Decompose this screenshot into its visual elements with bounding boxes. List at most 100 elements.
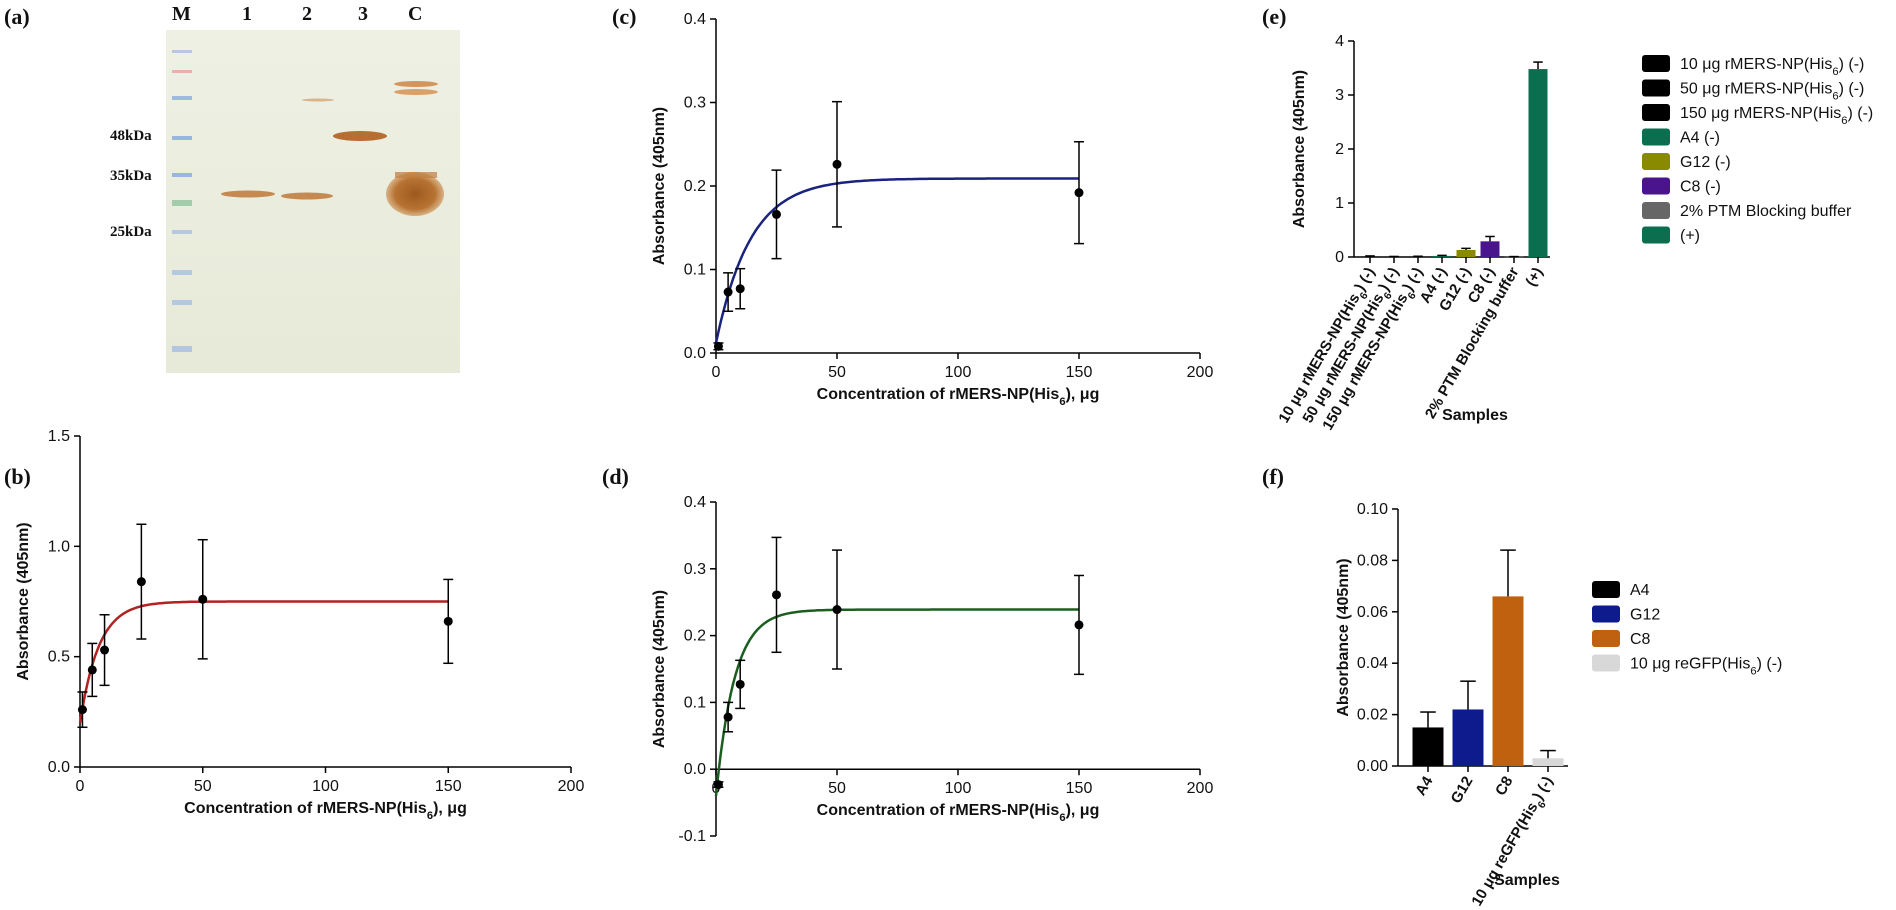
legend-swatch [1642, 153, 1670, 170]
y-tick-label: 0.0 [48, 759, 70, 776]
panel-label-d: (d) [602, 464, 629, 489]
x-tick-label: 50 [828, 364, 846, 381]
legend-swatch [1592, 605, 1620, 623]
chart-f: 0.00 0.02 0.04 0.06 0.08 0.10 A4 G12 C8 10 μg reG… [1335, 501, 1782, 910]
legend-label: C8 [1630, 631, 1651, 648]
y-tick-label: 0.02 [1357, 707, 1388, 724]
data-point [713, 780, 723, 790]
y-tick-label: 0.4 [684, 11, 706, 28]
fit-curve [78, 600, 449, 724]
legend-label: A4 [1630, 582, 1650, 599]
y-tick-label: 0.0 [684, 345, 706, 362]
data-point [772, 590, 781, 600]
data-point [772, 209, 781, 219]
bar [1528, 69, 1548, 257]
y-axis-label: Absorbance (405nm) [651, 590, 668, 748]
y-tick-label: 1 [1335, 195, 1344, 212]
x-tick-label: 10 μg reGFP(His6) (-) [1468, 774, 1560, 910]
legend-label: 10 μg rMERS-NP(His6) (-) [1680, 56, 1864, 78]
x-tick-label: 150 μg rMERS-NP(His6) (-) [1319, 265, 1431, 436]
legend-label: 150 μg rMERS-NP(His6) (-) [1680, 105, 1873, 127]
panel-label-a: (a) [4, 4, 30, 29]
y-tick-label: 0.06 [1357, 604, 1388, 621]
x-tick-label: 50 [194, 778, 212, 795]
panel-label-c: (c) [612, 4, 636, 29]
gel-marker-25kda: 25kDa [110, 224, 152, 240]
chart-c: 0.0 0.1 0.2 0.3 0.4 0 50 100 150 200 Concentration… [651, 11, 1213, 408]
data-point [832, 605, 842, 615]
x-tick-label: 100 [945, 364, 972, 381]
data-point [735, 284, 745, 294]
fit-curve [714, 177, 1079, 344]
x-tick-label: 150 [435, 778, 462, 795]
y-axis-label: Absorbance (405nm) [1335, 558, 1352, 716]
bar [1360, 256, 1380, 257]
y-tick-label: -0.1 [678, 828, 706, 845]
bar [1432, 255, 1452, 257]
y-tick-label: 0.00 [1357, 758, 1388, 775]
data-point [1074, 188, 1084, 198]
fit-curve [714, 608, 1079, 797]
bar [1456, 249, 1476, 257]
x-tick-label: 150 [1066, 364, 1093, 381]
data-point [77, 705, 87, 715]
x-tick-label: 100 [945, 780, 972, 797]
y-tick-label: 3 [1335, 87, 1344, 104]
panel-label-f: (f) [1262, 464, 1284, 489]
bar [1492, 596, 1524, 766]
legend-label: G12 (-) [1680, 154, 1731, 171]
legend-swatch [1592, 630, 1620, 647]
chart-e: 0 1 2 3 4 10 μg rMERS-NP(His6) (-) 50 μg rMERS… [1275, 33, 1873, 436]
chart-b: 0.0 0.5 1.0 1.5 0 50 100 150 200 Concentration of… [15, 428, 584, 822]
y-tick-label: 0.2 [684, 628, 706, 645]
y-tick-label: 0.1 [684, 262, 706, 279]
gel-marker-35kda: 35kDa [110, 168, 152, 184]
x-axis-label: Concentration of rMERS-NP(His6), μg [817, 386, 1100, 408]
panel-label-b: (b) [4, 464, 31, 489]
gel-lane-2: 2 [302, 3, 312, 25]
y-tick-label: 4 [1335, 33, 1344, 50]
gel-lane-C: C [408, 3, 422, 25]
x-tick-label: 200 [558, 778, 585, 795]
data-point [136, 577, 146, 587]
y-tick-label: 1.5 [48, 428, 70, 445]
x-tick-label: 0 [76, 778, 85, 795]
data-point [723, 287, 733, 297]
x-tick-label: A4 [1412, 773, 1437, 799]
legend-label: A4 (-) [1680, 130, 1720, 147]
y-tick-label: 0.5 [48, 649, 70, 666]
y-tick-label: 0.04 [1357, 655, 1388, 672]
y-tick-label: 0 [1335, 249, 1344, 266]
bar [1532, 758, 1564, 766]
data-point [87, 665, 97, 675]
data-point [713, 341, 723, 351]
legend-swatch [1592, 581, 1620, 598]
panel-label-e: (e) [1262, 4, 1286, 29]
x-axis-label: Concentration of rMERS-NP(His6), μg [184, 800, 467, 822]
legend-swatch [1642, 55, 1670, 72]
y-axis-label: Absorbance (405nm) [1291, 70, 1308, 228]
legend-swatch [1642, 226, 1670, 244]
x-tick-label: (+) [1522, 264, 1546, 289]
x-tick-label: G12 [1448, 774, 1477, 807]
y-tick-label: 0.0 [684, 761, 706, 778]
y-tick-label: 0.3 [684, 95, 706, 112]
x-tick-label: 200 [1187, 780, 1214, 797]
x-axis-label: Samples [1442, 407, 1508, 424]
x-axis-label: Concentration of rMERS-NP(His6), μg [817, 802, 1100, 824]
x-tick-label: 200 [1187, 364, 1214, 381]
gel-lane-M: M [172, 3, 191, 25]
y-tick-label: 2 [1335, 141, 1344, 158]
legend-label: 50 μg rMERS-NP(His6) (-) [1680, 81, 1864, 103]
legend-swatch [1642, 128, 1670, 146]
legend-swatch [1592, 654, 1620, 672]
data-point [723, 712, 733, 722]
y-tick-label: 0.2 [684, 178, 706, 195]
x-tick-label: 100 [312, 778, 339, 795]
bar [1452, 709, 1484, 766]
gel-lane-1: 1 [242, 3, 252, 25]
y-tick-label: 0.10 [1357, 501, 1388, 518]
y-tick-label: 0.08 [1357, 552, 1388, 569]
x-tick-label: 0 [712, 364, 721, 381]
